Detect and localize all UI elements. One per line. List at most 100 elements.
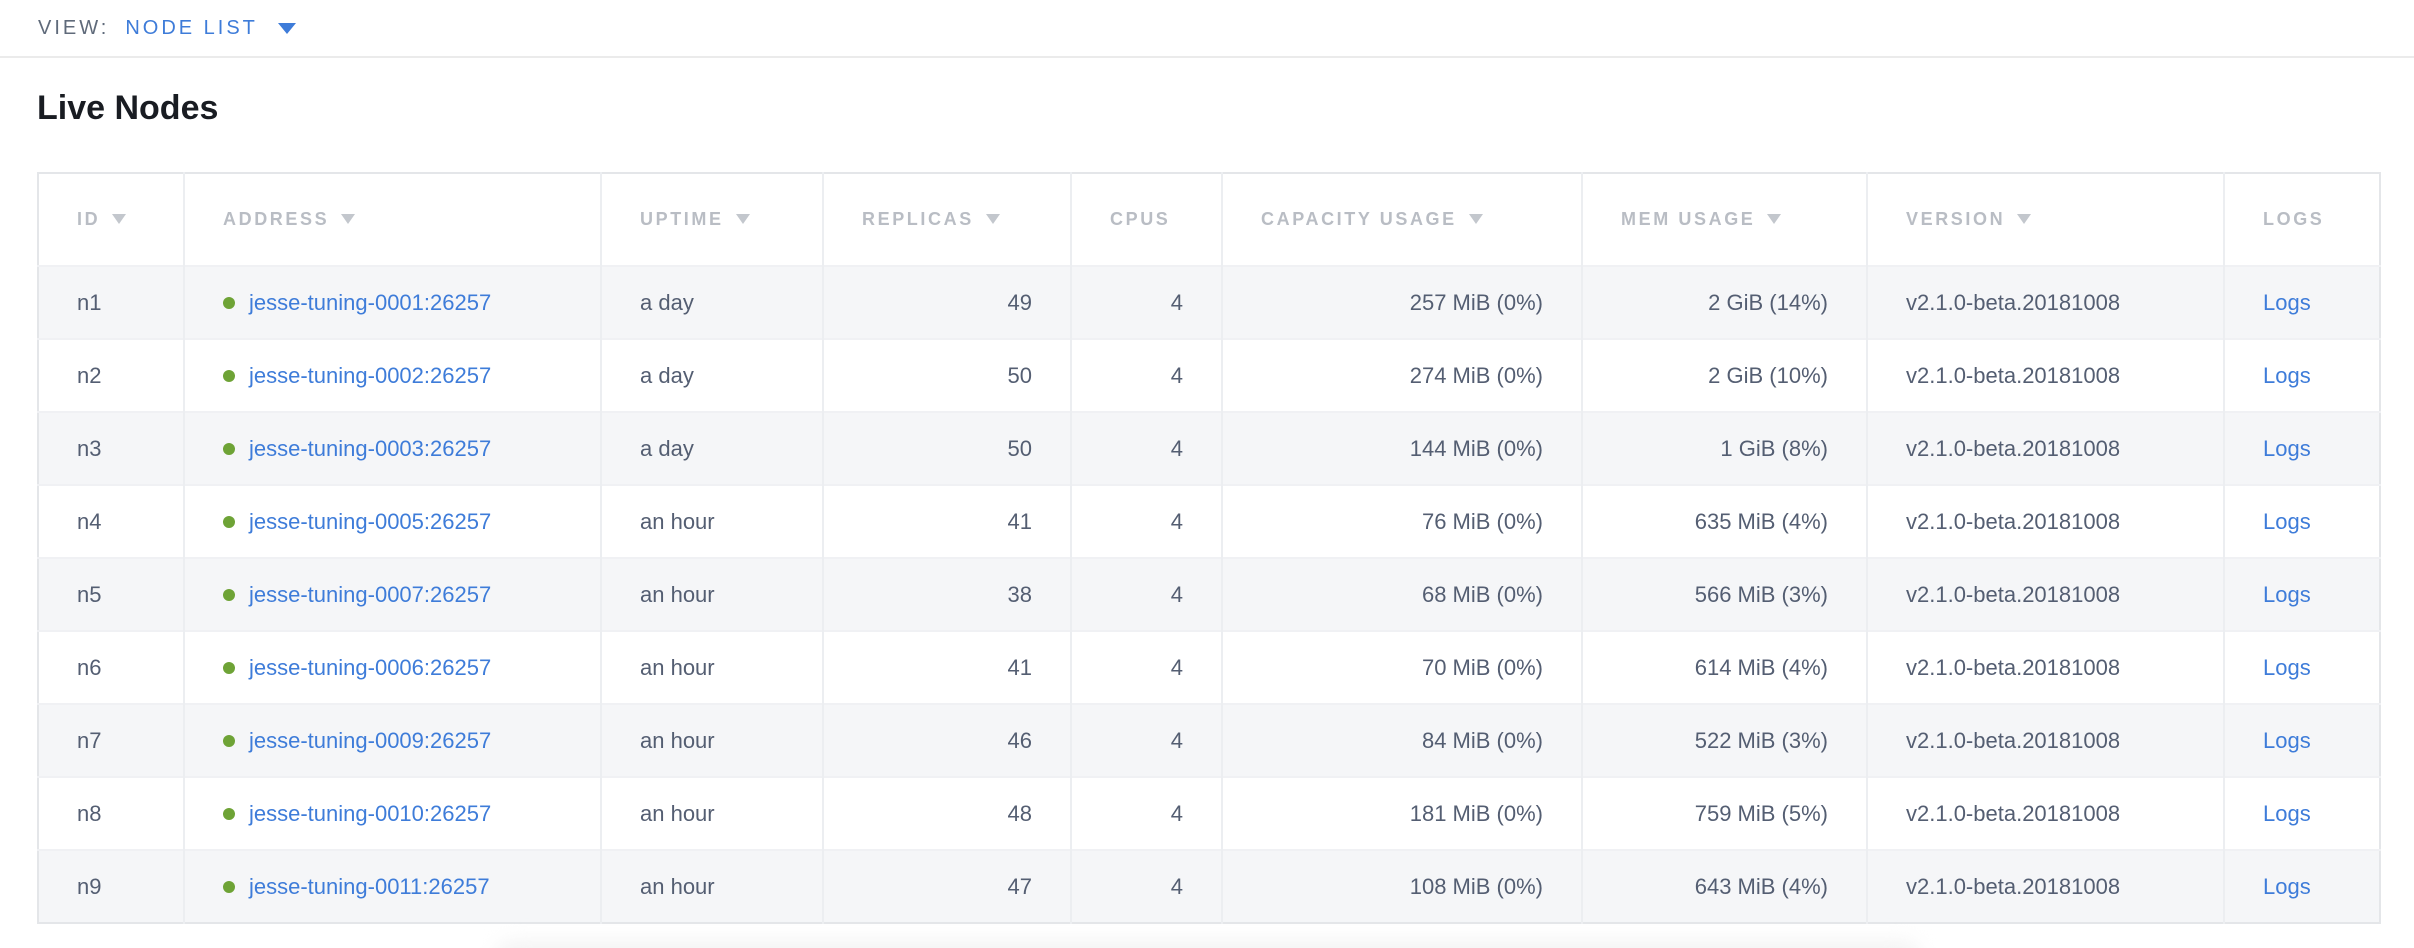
node-logs-link[interactable]: Logs [2263,800,2311,826]
node-address-link[interactable]: jesse-tuning-0010:26257 [249,800,492,826]
column-header-label: UPTIME [640,209,724,229]
node-address-link[interactable]: jesse-tuning-0011:26257 [249,873,490,899]
cell-address: jesse-tuning-0007:26257 [184,557,602,631]
sort-icon [1767,214,1782,224]
cell-version: v2.1.0-beta.20181008 [1867,338,2225,412]
sort-icon [1468,214,1483,224]
column-header-label: CPUS [1110,209,1171,229]
view-dropdown[interactable]: NODE LIST [125,17,296,40]
node-logs-link[interactable]: Logs [2263,435,2311,461]
table-row: n8 jesse-tuning-0010:26257 an hour 48 4 … [38,776,2380,850]
node-address-link[interactable]: jesse-tuning-0002:26257 [249,362,492,388]
node-address-link[interactable]: jesse-tuning-0009:26257 [249,727,492,753]
cell-uptime: an hour [601,557,824,631]
node-logs-link[interactable]: Logs [2263,873,2311,899]
node-address-link[interactable]: jesse-tuning-0005:26257 [249,508,492,534]
sort-icon [112,214,127,224]
cell-address: jesse-tuning-0010:26257 [184,776,602,850]
cell-capacity-usage: 84 MiB (0%) [1222,703,1583,777]
node-address-link[interactable]: jesse-tuning-0007:26257 [249,581,492,607]
cell-uptime: a day [601,265,824,339]
node-live-status-icon [223,807,235,820]
cell-mem-usage: 759 MiB (5%) [1582,776,1868,850]
cell-address: jesse-tuning-0002:26257 [184,338,602,412]
cell-logs: Logs [2224,557,2380,631]
main-content: Live Nodes ID ADDRESS UPTIME REPLICAS CP… [0,88,2414,948]
view-dropdown-value: NODE LIST [125,16,258,39]
table-header-row: ID ADDRESS UPTIME REPLICAS CPUS CAPACITY… [38,173,2380,266]
column-header-label: CAPACITY USAGE [1261,209,1457,229]
node-address-link[interactable]: jesse-tuning-0001:26257 [249,289,492,315]
cell-cpus: 4 [1071,484,1223,558]
cell-address: jesse-tuning-0009:26257 [184,703,602,777]
column-header-replicas[interactable]: REPLICAS [823,173,1072,266]
page-title: Live Nodes [37,89,219,127]
column-header-capacity-usage[interactable]: CAPACITY USAGE [1222,173,1583,266]
node-logs-link[interactable]: Logs [2263,362,2311,388]
cell-capacity-usage: 257 MiB (0%) [1222,265,1583,339]
table-row: n5 jesse-tuning-0007:26257 an hour 38 4 … [38,557,2380,631]
node-live-status-icon [223,880,235,893]
cell-replicas: 50 [823,338,1072,412]
cell-node-id: n2 [38,338,185,412]
cell-node-id: n3 [38,411,185,485]
sort-icon [2017,214,2032,224]
cell-uptime: an hour [601,703,824,777]
column-header-label: VERSION [1906,209,2006,229]
cell-mem-usage: 635 MiB (4%) [1582,484,1868,558]
cell-node-id: n9 [38,849,185,923]
column-header-uptime[interactable]: UPTIME [601,173,824,266]
node-live-status-icon [223,661,235,674]
node-logs-link[interactable]: Logs [2263,654,2311,680]
cell-cpus: 4 [1071,265,1223,339]
node-live-status-icon [223,369,235,382]
column-header-label: REPLICAS [862,209,974,229]
cell-version: v2.1.0-beta.20181008 [1867,703,2225,777]
cell-logs: Logs [2224,630,2380,704]
cell-node-id: n4 [38,484,185,558]
cell-uptime: an hour [601,484,824,558]
column-header-label: ID [77,209,101,229]
cell-node-id: n8 [38,776,185,850]
live-nodes-table: ID ADDRESS UPTIME REPLICAS CPUS CAPACITY… [37,172,2381,924]
column-header-label: MEM USAGE [1621,209,1756,229]
cell-address: jesse-tuning-0003:26257 [184,411,602,485]
cell-uptime: an hour [601,776,824,850]
cell-version: v2.1.0-beta.20181008 [1867,776,2225,850]
view-label: VIEW: [38,16,110,39]
node-address-link[interactable]: jesse-tuning-0003:26257 [249,435,492,461]
node-live-status-icon [223,296,235,309]
column-header-mem-usage[interactable]: MEM USAGE [1582,173,1868,266]
column-header-id[interactable]: ID [38,173,185,266]
cell-logs: Logs [2224,484,2380,558]
cell-mem-usage: 643 MiB (4%) [1582,849,1868,923]
node-live-status-icon [223,442,235,455]
node-address-link[interactable]: jesse-tuning-0006:26257 [249,654,492,680]
cell-version: v2.1.0-beta.20181008 [1867,484,2225,558]
cell-replicas: 41 [823,630,1072,704]
node-logs-link[interactable]: Logs [2263,508,2311,534]
cell-cpus: 4 [1071,338,1223,412]
cell-capacity-usage: 70 MiB (0%) [1222,630,1583,704]
cell-capacity-usage: 144 MiB (0%) [1222,411,1583,485]
cell-address: jesse-tuning-0001:26257 [184,265,602,339]
cell-cpus: 4 [1071,557,1223,631]
cell-version: v2.1.0-beta.20181008 [1867,265,2225,339]
cell-node-id: n1 [38,265,185,339]
cell-version: v2.1.0-beta.20181008 [1867,630,2225,704]
cell-replicas: 50 [823,411,1072,485]
cell-logs: Logs [2224,776,2380,850]
column-header-version[interactable]: VERSION [1867,173,2225,266]
cell-uptime: a day [601,411,824,485]
cell-node-id: n6 [38,630,185,704]
cell-version: v2.1.0-beta.20181008 [1867,411,2225,485]
cell-cpus: 4 [1071,849,1223,923]
cell-logs: Logs [2224,265,2380,339]
cell-capacity-usage: 76 MiB (0%) [1222,484,1583,558]
node-logs-link[interactable]: Logs [2263,581,2311,607]
node-logs-link[interactable]: Logs [2263,289,2311,315]
column-header-logs: LOGS [2224,173,2380,266]
table-row: n4 jesse-tuning-0005:26257 an hour 41 4 … [38,484,2380,558]
node-logs-link[interactable]: Logs [2263,727,2311,753]
column-header-address[interactable]: ADDRESS [184,173,602,266]
